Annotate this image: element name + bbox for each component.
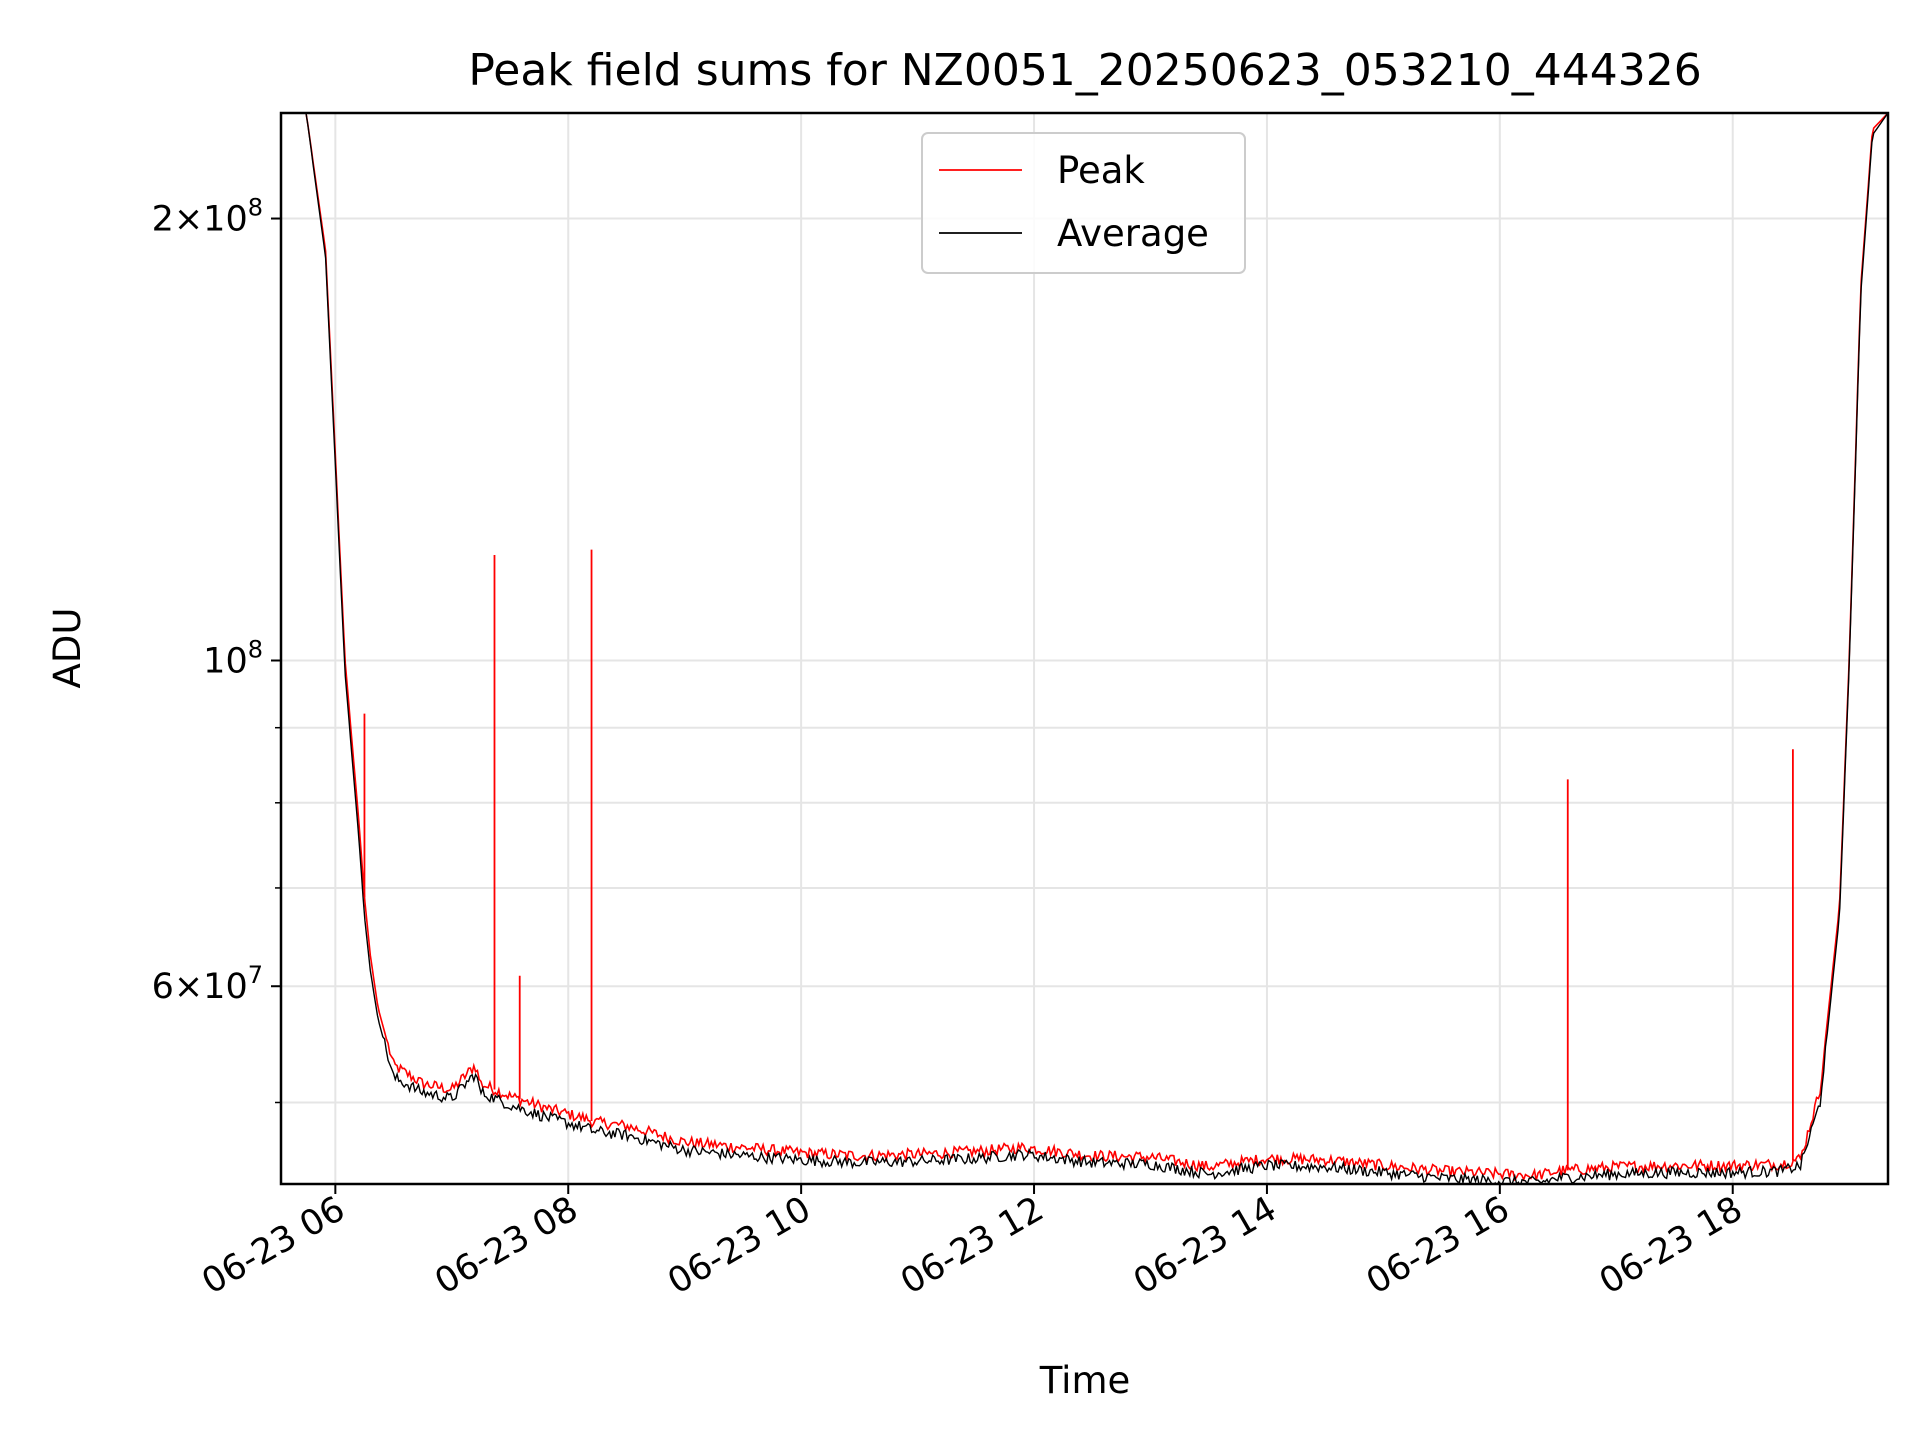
y-axis: 2×108 108 6×107 [152,194,281,1104]
plot-frame [279,111,1890,1186]
chart-title: Peak field sums for NZ0051_20250623_0532… [468,45,1701,96]
y-tick-label: 6×107 [152,961,263,1007]
legend-box [921,132,1246,274]
legend: Peak Average [921,132,1246,274]
y-tick-label: 2×108 [152,194,263,240]
legend-label-peak: Peak [1057,149,1145,192]
y-axis-label: ADU [46,608,89,689]
series-line-average [281,113,1888,1184]
legend-label-average: Average [1057,212,1209,255]
series-lines [281,113,1888,1184]
y-tick-label: 108 [203,636,263,682]
x-axis-label: Time [1039,1359,1131,1402]
